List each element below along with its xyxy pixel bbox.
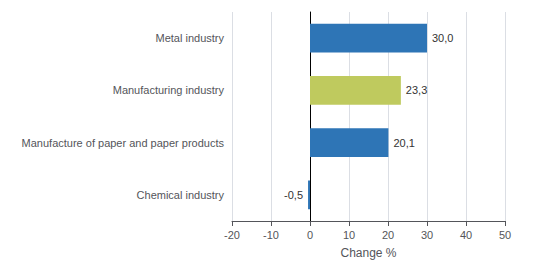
svg-text:Change %: Change % (340, 246, 396, 260)
svg-text:30,0: 30,0 (432, 32, 453, 44)
svg-text:20: 20 (382, 229, 394, 241)
svg-text:-20: -20 (224, 229, 240, 241)
svg-text:Manufacture of paper and paper: Manufacture of paper and paper products (22, 137, 225, 149)
svg-text:0: 0 (307, 229, 313, 241)
svg-text:20,1: 20,1 (393, 137, 414, 149)
svg-text:Chemical industry: Chemical industry (137, 189, 225, 201)
svg-text:Manufacturing industry: Manufacturing industry (113, 84, 225, 96)
svg-text:40: 40 (460, 229, 472, 241)
svg-text:Metal industry: Metal industry (156, 32, 225, 44)
svg-text:-0,5: -0,5 (284, 189, 303, 201)
svg-text:23,3: 23,3 (406, 84, 427, 96)
svg-text:-10: -10 (263, 229, 279, 241)
svg-text:50: 50 (499, 229, 511, 241)
svg-text:30: 30 (421, 229, 433, 241)
svg-text:10: 10 (343, 229, 355, 241)
